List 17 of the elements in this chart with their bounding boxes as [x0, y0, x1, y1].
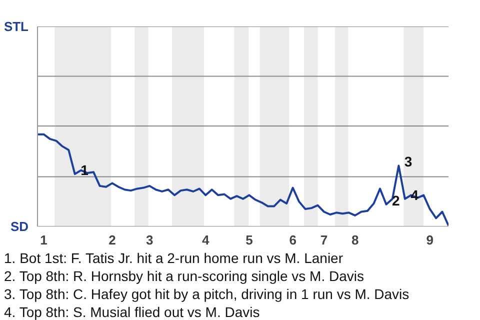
x-tick-label: 8 [351, 232, 359, 248]
x-tick-label: 6 [289, 232, 296, 248]
x-tick-label: 1 [40, 232, 48, 248]
x-tick-label: 9 [426, 232, 434, 248]
text: 2. Top 8th: R. Hornsby hit a run-scoring single vs M. Davis [4, 268, 364, 284]
text: 4. Top 8th: S. Musial flied out vs M. Davis [4, 304, 260, 320]
x-tick-label: 4 [202, 232, 210, 248]
annotation: 3 [404, 154, 412, 170]
x-tick-label: 3 [146, 232, 154, 248]
text: SD [10, 219, 29, 234]
x-tick-label: 7 [320, 232, 328, 248]
annotation: 2 [392, 192, 400, 208]
x-tick-label: 2 [108, 232, 116, 248]
text: 3. Top 8th: C. Hafey got hit by a pitch, driving in 1 run vs M. Davis [4, 286, 410, 302]
x-tick-label: 5 [246, 232, 253, 248]
text: 1. Bot 1st: F. Tatis Jr. hit a 2-run home run vs M. Lanier [4, 250, 344, 266]
text: STL [4, 19, 29, 34]
